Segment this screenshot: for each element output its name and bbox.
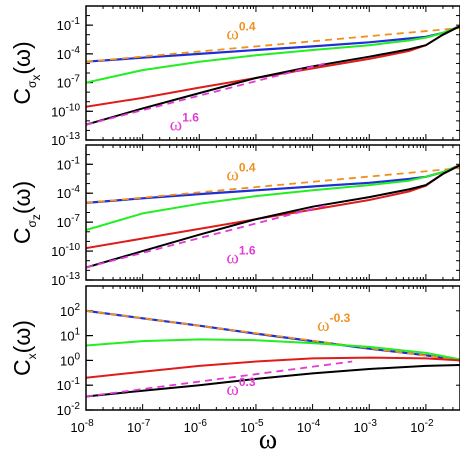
x-tick-label: 10-3 <box>354 418 378 435</box>
panel-frame <box>85 144 460 281</box>
panel-2: 10-1 10-4 10-7 10-10 10-13 ω0.4 ω1.6 Cσz(ω) <box>9 144 460 288</box>
y-tick-label: 102 <box>60 302 80 319</box>
series-line-magenta <box>86 61 330 126</box>
series-line-black <box>86 25 460 126</box>
power-law-annotation: ω0.4 <box>226 20 256 45</box>
series-line-red <box>86 356 460 379</box>
y-tick-label: 10-13 <box>51 131 80 148</box>
x-tick-label: 10-6 <box>184 418 208 435</box>
panel-3: 102 101 100 10-1 10-2 ω-0.3 ω0.3 Cx(ω) <box>9 285 460 418</box>
x-axis-ticks: 10-8 10-7 10-6 10-5 10-4 10-3 10-2 <box>70 418 434 435</box>
y-tick-label: 10-1 <box>57 376 81 393</box>
power-law-annotation: ω0.3 <box>226 375 256 400</box>
y-tick-label: 10-13 <box>51 271 80 288</box>
series-line-blue <box>86 164 460 204</box>
y-tick-label: 10-7 <box>57 74 81 91</box>
series-line-black <box>86 164 460 269</box>
series-line-green <box>86 164 460 232</box>
y-tick-label: 10-4 <box>57 184 81 201</box>
series-line-magenta <box>86 203 330 269</box>
panel-frame <box>85 5 460 141</box>
power-law-annotation: ω1.6 <box>226 244 256 269</box>
series-group <box>86 309 460 398</box>
x-tick-label: 10-5 <box>240 418 264 435</box>
y-tick-label: 100 <box>60 351 80 368</box>
y-axis-label: Cσx(ω) <box>9 41 43 104</box>
series-line-green <box>86 25 460 84</box>
x-tick-label: 10-8 <box>70 418 94 435</box>
y-tick-label: 101 <box>60 327 80 344</box>
y-axis-label: Cx(ω) <box>9 320 39 376</box>
power-law-annotation: ω0.4 <box>226 161 256 186</box>
series-line-orange <box>86 309 460 361</box>
y-tick-label: 10-2 <box>57 401 81 418</box>
panels: 10-110-410-710-1010-13ω0.4ω1.6Cσx(ω)10-1… <box>9 5 460 418</box>
series-line-black <box>86 364 460 398</box>
x-tick-label: 10-2 <box>410 418 434 435</box>
x-tick-label: 10-4 <box>297 418 321 435</box>
power-law-annotation: ω-0.3 <box>317 311 351 336</box>
x-tick-label: 10-7 <box>127 418 151 435</box>
y-tick-label: 10-1 <box>57 155 81 172</box>
y-tick-label: 10-4 <box>57 45 81 62</box>
y-tick-label: 10-1 <box>57 16 81 33</box>
series-line-green <box>86 338 460 361</box>
series-line-orange <box>86 27 460 63</box>
power-law-annotation: ω1.6 <box>170 110 200 135</box>
series-group <box>86 164 460 269</box>
y-tick-label: 10-10 <box>51 242 80 259</box>
y-tick-label: 10-10 <box>51 102 80 119</box>
series-line-magenta <box>86 360 353 398</box>
y-tick-label: 10-7 <box>57 213 81 230</box>
series-group <box>86 25 460 126</box>
x-axis-label: ω <box>259 424 277 455</box>
panel-1: 10-1 10-4 10-7 10-10 10-13 ω0.4 ω1.6 Cσx(ω) <box>9 5 460 148</box>
series-line-blue <box>86 309 460 362</box>
series-line-red <box>86 164 460 250</box>
y-axis-label: Cσz(ω) <box>9 181 43 244</box>
series-line-blue <box>86 25 460 63</box>
panel-frame <box>85 285 460 411</box>
series-line-orange <box>86 167 460 204</box>
